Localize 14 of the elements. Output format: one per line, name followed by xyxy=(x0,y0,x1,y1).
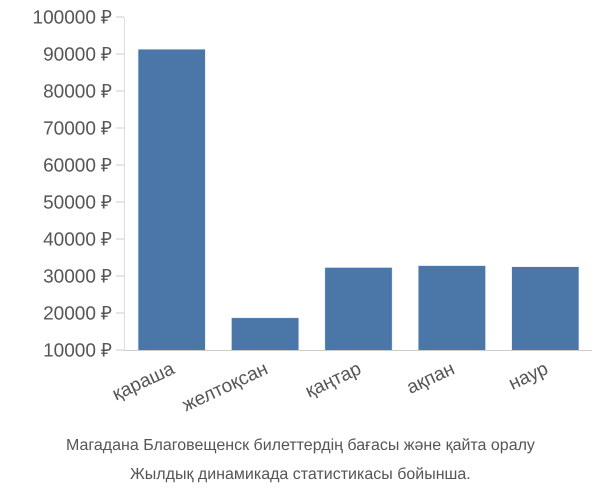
y-tick-label: 20000 ₽ xyxy=(43,304,112,325)
x-tick-label: ақпан xyxy=(404,358,458,399)
x-tick-label: наур xyxy=(506,358,552,395)
y-tick-label: 90000 ₽ xyxy=(43,44,112,66)
text: Магадана Благовещенск билеттердің бағасы және қайта оралу xyxy=(66,437,535,454)
text: Жылдық динамикада статистикасы бойынша. xyxy=(130,466,471,483)
y-tick-label: 30000 ₽ xyxy=(43,266,112,288)
y-tick-label: 60000 ₽ xyxy=(43,156,112,177)
y-tick-label: 10000 ₽ xyxy=(43,340,112,362)
y-tick-label: 100000 ₽ xyxy=(32,8,112,29)
y-tick-label: 80000 ₽ xyxy=(43,82,112,103)
y-tick-label: 70000 ₽ xyxy=(43,118,112,140)
y-tick-label: 40000 ₽ xyxy=(43,230,112,251)
y-tick-label: 50000 ₽ xyxy=(43,192,112,214)
